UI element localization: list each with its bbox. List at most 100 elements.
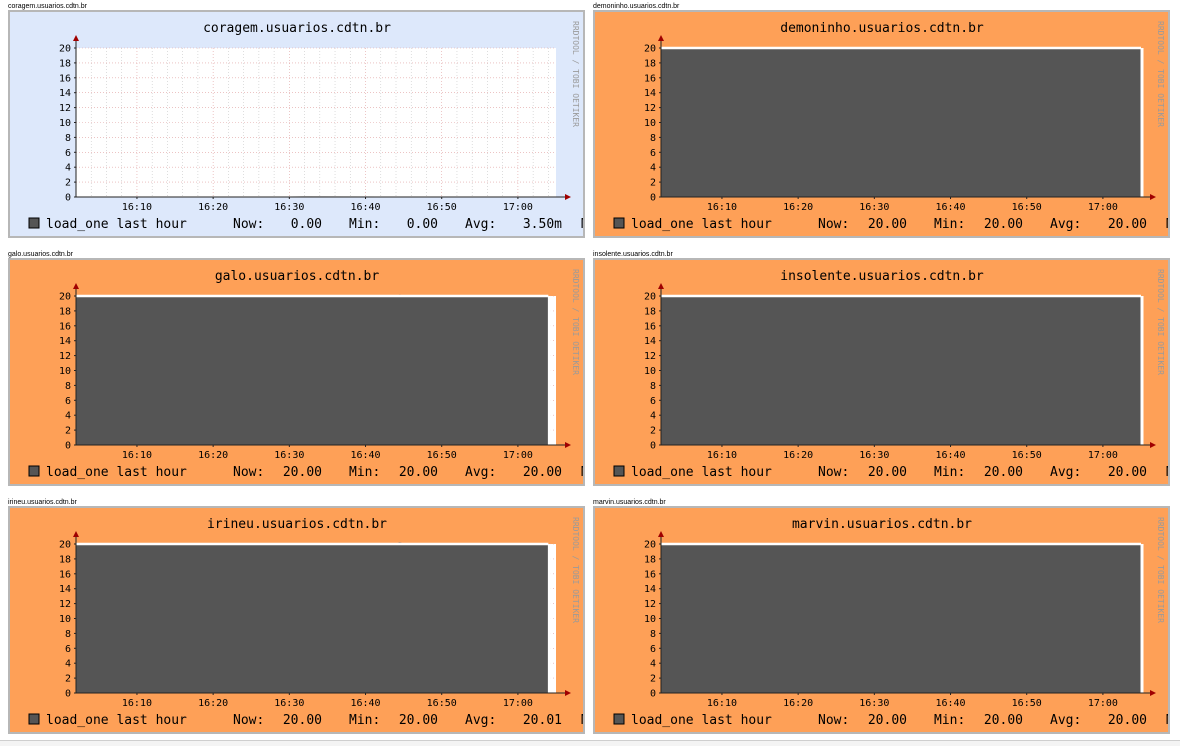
- y-tick-label: 2: [65, 178, 71, 189]
- stat-now-value: 20.00: [283, 465, 322, 480]
- stat-max-label-truncated: M: [1166, 217, 1168, 232]
- y-tick-label: 20: [59, 540, 71, 551]
- y-tick-label: 14: [59, 88, 71, 99]
- stat-avg-value: 3.50m: [523, 217, 562, 232]
- x-tick-label: 16:40: [350, 450, 380, 461]
- x-tick-label: 16:50: [427, 202, 457, 213]
- stat-now-value: 20.00: [868, 713, 907, 728]
- x-tick-label: 16:10: [707, 698, 737, 709]
- stat-avg-value: 20.00: [1108, 217, 1147, 232]
- x-tick-label: 16:40: [935, 450, 965, 461]
- y-tick-label: 10: [644, 118, 656, 129]
- x-tick-label: 16:30: [859, 202, 889, 213]
- rrdtool-watermark: RRDTOOL / TOBI OETIKER: [571, 269, 580, 375]
- y-tick-label: 6: [650, 644, 656, 655]
- x-tick-label: 16:10: [707, 450, 737, 461]
- y-tick-label: 4: [650, 411, 656, 422]
- y-tick-label: 4: [650, 163, 656, 174]
- stat-now-label: Now:: [233, 713, 264, 728]
- y-tick-label: 4: [650, 659, 656, 670]
- y-tick-label: 12: [59, 103, 71, 114]
- y-tick-label: 8: [650, 381, 656, 392]
- legend-label: load_one last hour: [631, 217, 772, 232]
- y-tick-label: 4: [65, 163, 71, 174]
- legend-label: load_one last hour: [46, 217, 187, 232]
- y-tick-label: 0: [65, 193, 71, 204]
- legend-label: load_one last hour: [46, 713, 187, 728]
- x-tick-label: 17:00: [503, 450, 533, 461]
- x-tick-label: 16:10: [122, 698, 152, 709]
- x-tick-label: 16:20: [198, 450, 228, 461]
- stat-avg-value: 20.00: [1108, 713, 1147, 728]
- legend-swatch: [614, 218, 624, 228]
- stat-avg-label: Avg:: [465, 713, 496, 728]
- y-tick-label: 6: [65, 396, 71, 407]
- stat-avg-label: Avg:: [1050, 465, 1081, 480]
- y-tick-label: 16: [59, 73, 71, 84]
- y-tick-label: 18: [644, 306, 656, 317]
- legend-swatch: [29, 714, 39, 724]
- x-tick-label: 16:30: [274, 202, 304, 213]
- y-tick-label: 12: [644, 351, 656, 362]
- stat-min-label: Min:: [934, 465, 965, 480]
- x-tick-label: 16:30: [274, 698, 304, 709]
- y-tick-label: 20: [644, 44, 656, 55]
- x-tick-label: 16:50: [427, 698, 457, 709]
- stat-now-label: Now:: [818, 217, 849, 232]
- y-tick-label: 2: [650, 426, 656, 437]
- y-tick-label: 14: [644, 584, 656, 595]
- stat-now-value: 0.00: [291, 217, 322, 232]
- series-area: [76, 295, 548, 445]
- x-tick-label: 16:40: [350, 698, 380, 709]
- stat-min-value: 20.00: [399, 713, 438, 728]
- chart-title: insolente.usuarios.cdtn.br: [780, 269, 984, 284]
- page-bottom-edge: [0, 740, 1180, 746]
- stat-avg-value: 20.01: [523, 713, 562, 728]
- x-tick-label: 16:20: [783, 450, 813, 461]
- y-tick-label: 18: [644, 58, 656, 69]
- x-tick-label: 16:30: [274, 450, 304, 461]
- y-tick-label: 16: [644, 73, 656, 84]
- y-tick-label: 16: [59, 321, 71, 332]
- y-tick-label: 8: [65, 381, 71, 392]
- y-tick-label: 0: [650, 441, 656, 452]
- x-tick-label: 16:50: [1012, 202, 1042, 213]
- stat-min-value: 20.00: [984, 217, 1023, 232]
- y-tick-label: 12: [644, 103, 656, 114]
- y-tick-label: 4: [65, 659, 71, 670]
- stat-avg-label: Avg:: [1050, 217, 1081, 232]
- legend-label: load_one last hour: [46, 465, 187, 480]
- y-tick-label: 10: [59, 614, 71, 625]
- x-tick-label: 16:50: [1012, 450, 1042, 461]
- y-tick-label: 6: [65, 644, 71, 655]
- x-tick-label: 16:30: [859, 698, 889, 709]
- legend-swatch: [614, 714, 624, 724]
- stat-now-label: Now:: [818, 465, 849, 480]
- stat-now-label: Now:: [233, 465, 264, 480]
- stat-min-label: Min:: [934, 217, 965, 232]
- stat-avg-label: Avg:: [1050, 713, 1081, 728]
- y-tick-label: 16: [644, 569, 656, 580]
- stat-avg-label: Avg:: [465, 217, 496, 232]
- legend-label: load_one last hour: [631, 713, 772, 728]
- stat-max-label-truncated: M: [1166, 713, 1168, 728]
- y-tick-label: 8: [650, 133, 656, 144]
- stat-min-value: 20.00: [984, 465, 1023, 480]
- y-tick-label: 8: [65, 133, 71, 144]
- x-tick-label: 16:20: [198, 698, 228, 709]
- y-tick-label: 6: [650, 148, 656, 159]
- stat-max-label-truncated: M: [581, 465, 583, 480]
- y-tick-label: 18: [59, 306, 71, 317]
- series-area: [661, 544, 1141, 693]
